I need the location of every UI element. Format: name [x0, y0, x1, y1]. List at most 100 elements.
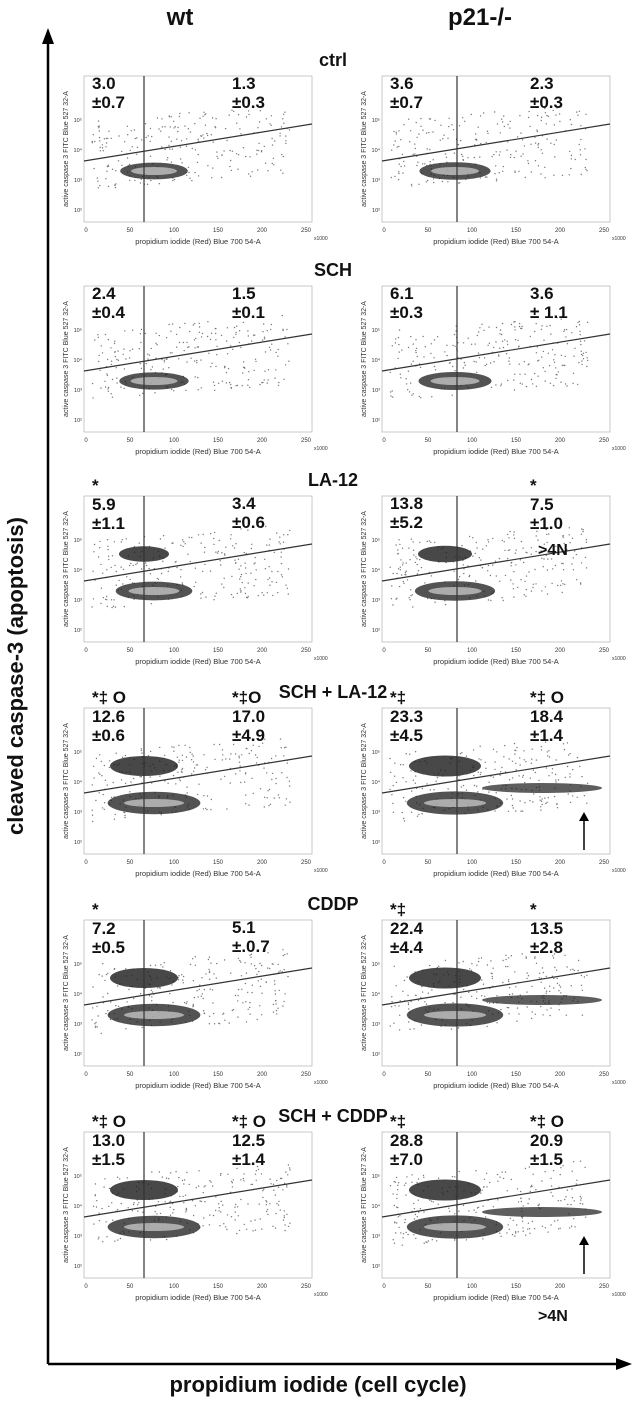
event-dot: [478, 331, 480, 333]
event-dot: [197, 793, 199, 796]
event-dot: [405, 378, 407, 380]
event-dot: [100, 387, 102, 389]
event-dot: [106, 539, 109, 541]
event-dot: [537, 539, 539, 541]
event-dot: [565, 1014, 567, 1016]
event-dot: [151, 366, 154, 368]
event-dot: [416, 573, 419, 575]
event-dot: [486, 176, 488, 178]
event-dot: [579, 1160, 582, 1162]
event-dot: [508, 360, 510, 362]
event-dot: [570, 1203, 572, 1206]
event-dot: [514, 971, 516, 973]
event-dot: [406, 976, 408, 978]
event-dot: [436, 777, 439, 779]
event-dot: [535, 759, 538, 761]
event-dot: [432, 178, 435, 180]
quadrant-right-value: *‡ O 18.4 ±1.4: [530, 688, 565, 745]
event-dot: [558, 984, 561, 986]
event-dot: [192, 1005, 194, 1008]
flow-plot: propidium iodide (Red) Blue 700 54-A x100…: [361, 285, 626, 456]
event-dot: [534, 136, 536, 139]
event-dot: [404, 573, 406, 576]
event-dot: [399, 543, 401, 546]
event-dot: [91, 382, 94, 385]
event-dot: [463, 988, 465, 991]
event-dot: [239, 770, 241, 772]
event-dot: [572, 795, 574, 797]
event-dot: [564, 776, 566, 779]
event-dot: [397, 549, 399, 551]
event-dot: [399, 1000, 401, 1002]
event-dot: [261, 1014, 263, 1016]
event-dot: [433, 181, 435, 184]
event-dot: [91, 784, 93, 786]
diagonal-gate-line: [381, 123, 611, 162]
event-dot: [219, 560, 221, 562]
event-dot: [269, 577, 271, 579]
event-dot: [276, 1013, 278, 1015]
event-dot: [426, 148, 428, 150]
event-dot: [564, 583, 566, 586]
event-dot: [256, 756, 258, 759]
event-dot: [426, 540, 428, 543]
event-dot: [482, 1238, 484, 1240]
event-dot: [550, 1185, 553, 1187]
event-dot: [502, 599, 504, 602]
event-dot: [523, 594, 525, 596]
event-dot: [398, 145, 400, 148]
event-dot: [512, 583, 514, 585]
event-dot: [141, 568, 143, 570]
event-dot: [534, 372, 536, 375]
event-dot: [255, 578, 257, 581]
panel-x-tick: 100: [169, 1072, 180, 1078]
event-dot: [255, 569, 257, 571]
event-dot: [534, 771, 536, 774]
event-dot: [573, 1200, 575, 1202]
event-dot: [124, 814, 126, 817]
event-dot: [197, 534, 200, 536]
event-dot: [565, 328, 568, 331]
event-dot: [168, 323, 170, 326]
event-dot: [217, 157, 219, 160]
event-dot: [555, 114, 557, 116]
event-dot: [171, 542, 173, 544]
event-dot: [158, 987, 161, 989]
event-dot: [585, 351, 587, 354]
event-dot: [510, 955, 513, 957]
event-dot: [476, 785, 478, 787]
event-dot: [193, 770, 195, 772]
event-dot: [465, 755, 468, 757]
event-dot: [234, 1219, 236, 1221]
event-dot: [178, 744, 180, 747]
event-dot: [198, 326, 201, 328]
event-dot: [526, 1006, 528, 1008]
flow-panel-p21-5: propidium iodide (Red) Blue 700 54-A x100…: [360, 1112, 626, 1306]
panel-y-tick: 10⁴: [372, 567, 381, 574]
event-dot: [208, 1224, 211, 1226]
event-dot: [538, 359, 540, 361]
quadrant-left-value: *‡ 23.3 ±4.5: [390, 688, 424, 745]
event-dot: [240, 975, 243, 977]
event-dot: [580, 1197, 582, 1199]
quadrant-left-value: * 5.9 ±1.1: [92, 476, 125, 533]
event-dot: [535, 962, 538, 964]
event-dot: [453, 333, 456, 336]
event-dot: [406, 579, 409, 581]
event-dot: [128, 564, 131, 567]
event-dot: [412, 606, 414, 608]
event-dot: [518, 322, 521, 325]
event-dot: [248, 113, 250, 116]
event-dot: [282, 954, 284, 957]
event-dot: [586, 802, 588, 804]
event-dot: [586, 365, 588, 368]
g1-core: [424, 1011, 486, 1019]
event-dot: [458, 125, 461, 127]
event-dot: [232, 348, 234, 350]
event-dot: [167, 570, 169, 572]
event-dot: [494, 173, 496, 175]
event-dot: [561, 562, 563, 565]
event-dot: [570, 969, 572, 971]
event-dot: [181, 767, 184, 770]
panel-x-tick: 0: [84, 438, 88, 444]
